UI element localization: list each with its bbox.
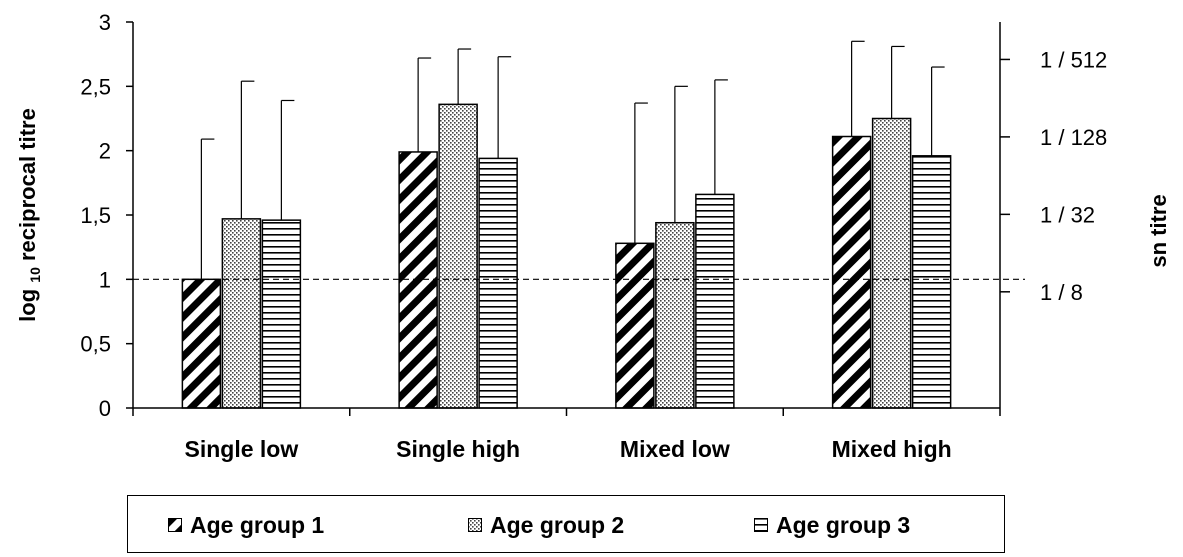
y-tick-label: 1,5 <box>80 203 111 228</box>
y-tick-label: 2 <box>99 139 111 164</box>
x-tick-label: Mixed low <box>620 436 730 462</box>
bar-3-1 <box>261 219 302 409</box>
y-tick-label: 0,5 <box>80 332 111 357</box>
legend-item-age-group-2: Age group 2 <box>468 496 624 554</box>
bar-1-3 <box>615 242 655 409</box>
y2-tick-label: 1 / 8 <box>1040 280 1083 305</box>
legend-swatch-diagonal-hatch <box>168 518 182 532</box>
y2-tick-label: 1 / 32 <box>1040 202 1095 227</box>
bar-3-2 <box>478 157 518 409</box>
bars-layer <box>181 40 952 409</box>
y-tick-label: 3 <box>99 10 111 35</box>
legend-label: Age group 2 <box>490 511 625 538</box>
x-tick-label: Single low <box>185 436 299 462</box>
y2-tick-label: 1 / 128 <box>1040 125 1107 150</box>
bar-3-4 <box>911 155 952 409</box>
legend-label: Age group 3 <box>776 511 911 538</box>
legend-item-age-group-3: Age group 3 <box>754 496 910 554</box>
legend-swatch-horizontal-lines <box>754 518 768 532</box>
x-tick-label: Single high <box>396 436 520 462</box>
legend-swatch-dotted <box>468 518 482 532</box>
y-tick-label: 2,5 <box>80 74 111 99</box>
legend: Age group 1 Age group 2 Age group 3 <box>127 495 1005 553</box>
bar-1-4 <box>831 135 872 409</box>
y-tick-label: 1 <box>99 267 111 292</box>
x-tick-label: Mixed high <box>832 436 952 462</box>
bar-2-4 <box>871 117 912 409</box>
y2-tick-label: 1 / 512 <box>1040 47 1107 72</box>
bar-1-2 <box>398 151 438 409</box>
y2-axis-title: sn titre <box>1146 194 1171 267</box>
bar-2-1 <box>221 218 262 409</box>
labels-layer: 0 0,5 1 1,5 2 2,5 3 1 / 8 1 / 32 1 / 128 1 / 512 Si… <box>15 10 1171 462</box>
bar-3-3 <box>695 193 735 409</box>
legend-label: Age group 1 <box>190 511 325 538</box>
legend-item-age-group-1: Age group 1 <box>168 496 324 554</box>
y-axis-title: log 10 reciprocal titre <box>15 108 43 322</box>
bar-2-3 <box>655 221 695 409</box>
bar-1-1 <box>181 278 222 409</box>
y-tick-label: 0 <box>99 396 111 421</box>
axes-layer <box>126 21 1010 416</box>
bar-2-2 <box>438 103 478 409</box>
